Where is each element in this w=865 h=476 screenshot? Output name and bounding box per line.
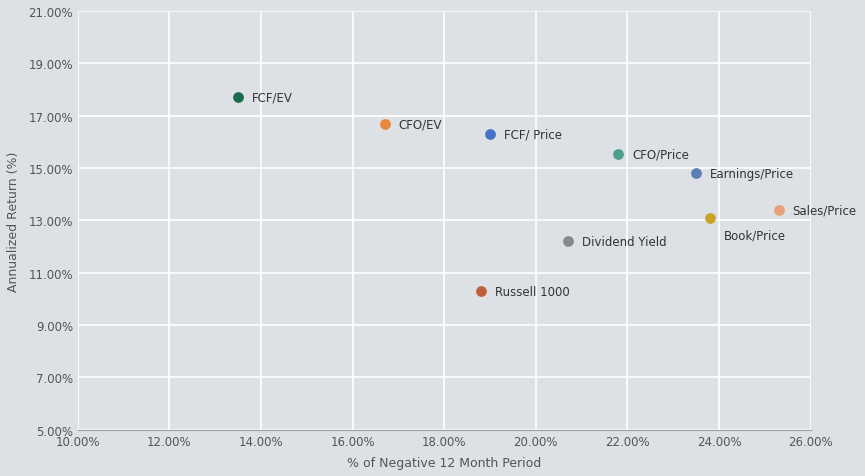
Text: CFO/EV: CFO/EV	[399, 118, 442, 131]
Text: Sales/Price: Sales/Price	[792, 204, 856, 217]
Point	[484, 131, 497, 139]
Text: Russell 1000: Russell 1000	[495, 285, 569, 298]
Point	[561, 238, 575, 246]
Point	[689, 170, 703, 178]
Point	[231, 94, 245, 102]
Text: Book/Price: Book/Price	[724, 229, 785, 242]
Point	[378, 120, 392, 128]
Text: FCF/EV: FCF/EV	[252, 92, 292, 105]
Y-axis label: Annualized Return (%): Annualized Return (%)	[7, 151, 20, 291]
Point	[612, 150, 625, 158]
X-axis label: % of Negative 12 Month Period: % of Negative 12 Month Period	[347, 456, 541, 469]
Text: Earnings/Price: Earnings/Price	[710, 168, 794, 180]
Text: CFO/Price: CFO/Price	[632, 148, 689, 161]
Text: Dividend Yield: Dividend Yield	[581, 235, 666, 248]
Point	[703, 215, 717, 222]
Point	[772, 207, 785, 214]
Point	[474, 288, 488, 295]
Text: FCF/ Price: FCF/ Price	[503, 128, 561, 141]
